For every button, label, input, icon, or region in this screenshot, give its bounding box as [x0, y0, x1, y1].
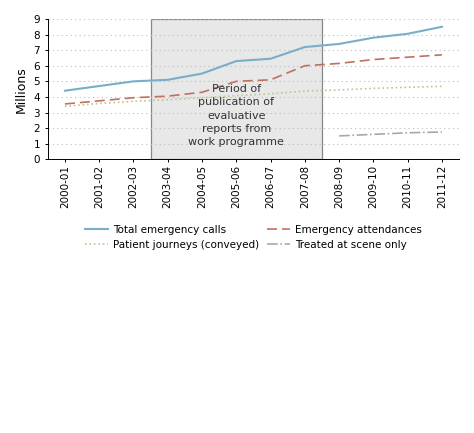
Total emergency calls	[96, 84, 102, 89]
Emergency attendances	[96, 98, 102, 103]
Emergency attendances	[131, 95, 137, 100]
Emergency attendances	[165, 94, 171, 99]
Total emergency calls	[233, 58, 239, 64]
Total emergency calls	[62, 88, 68, 93]
Total emergency calls	[405, 31, 410, 36]
Total emergency calls	[336, 41, 342, 46]
Patient journeys (conveyed)	[439, 84, 445, 89]
Emergency attendances	[439, 52, 445, 58]
Emergency attendances	[371, 57, 376, 62]
Patient journeys (conveyed)	[165, 97, 171, 102]
Total emergency calls	[131, 79, 137, 84]
Patient journeys (conveyed)	[405, 85, 410, 90]
Bar	[151, 19, 322, 159]
Patient journeys (conveyed)	[131, 99, 137, 104]
Emergency attendances	[336, 61, 342, 66]
Patient journeys (conveyed)	[62, 103, 68, 109]
Emergency attendances	[199, 90, 205, 95]
Line: Emergency attendances: Emergency attendances	[65, 55, 442, 104]
Patient journeys (conveyed)	[336, 87, 342, 93]
Patient journeys (conveyed)	[371, 86, 376, 91]
Patient journeys (conveyed)	[199, 95, 205, 100]
Total emergency calls	[165, 77, 171, 82]
Treated at scene only	[371, 132, 376, 137]
Patient journeys (conveyed)	[233, 93, 239, 98]
Text: Period of
publication of
evaluative
reports from
work programme: Period of publication of evaluative repo…	[188, 84, 284, 147]
Line: Treated at scene only: Treated at scene only	[339, 132, 442, 136]
Emergency attendances	[62, 101, 68, 107]
Treated at scene only	[336, 133, 342, 139]
Patient journeys (conveyed)	[268, 91, 273, 97]
Total emergency calls	[199, 71, 205, 76]
Line: Total emergency calls: Total emergency calls	[65, 27, 442, 90]
Emergency attendances	[233, 79, 239, 84]
Treated at scene only	[439, 129, 445, 135]
Patient journeys (conveyed)	[96, 101, 102, 106]
Total emergency calls	[371, 35, 376, 40]
Y-axis label: Millions: Millions	[15, 66, 28, 113]
Emergency attendances	[268, 77, 273, 82]
Emergency attendances	[405, 55, 410, 60]
Total emergency calls	[302, 45, 308, 50]
Treated at scene only	[405, 130, 410, 136]
Patient journeys (conveyed)	[302, 88, 308, 94]
Total emergency calls	[439, 24, 445, 29]
Emergency attendances	[302, 63, 308, 68]
Total emergency calls	[268, 56, 273, 61]
Legend: Total emergency calls, Patient journeys (conveyed), Emergency attendances, Treat: Total emergency calls, Patient journeys …	[81, 220, 427, 254]
Line: Patient journeys (conveyed): Patient journeys (conveyed)	[65, 86, 442, 106]
